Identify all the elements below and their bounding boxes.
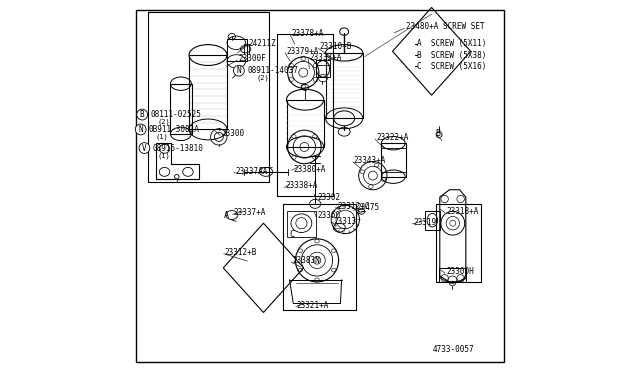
Text: 23337+A: 23337+A xyxy=(234,208,266,217)
Text: 23300H: 23300H xyxy=(447,267,474,276)
Bar xyxy=(189,55,227,129)
Text: 23343+A: 23343+A xyxy=(353,156,386,165)
Text: C  SCREW (5X16): C SCREW (5X16) xyxy=(417,62,487,71)
Text: 23319: 23319 xyxy=(413,218,437,227)
Text: 23333+A: 23333+A xyxy=(310,53,342,62)
Bar xyxy=(227,39,248,61)
Text: 23338+A: 23338+A xyxy=(285,182,318,190)
Text: (1): (1) xyxy=(156,134,168,140)
Text: 23322+A: 23322+A xyxy=(376,133,408,142)
Text: N: N xyxy=(138,125,143,134)
Text: A  SCREW (5X11): A SCREW (5X11) xyxy=(417,39,487,48)
Text: V: V xyxy=(142,144,147,153)
Text: 23475: 23475 xyxy=(356,203,380,212)
Bar xyxy=(425,211,440,230)
Text: (2): (2) xyxy=(257,74,269,81)
Text: (2): (2) xyxy=(157,119,170,125)
Bar xyxy=(381,143,406,177)
Bar xyxy=(287,100,324,147)
Bar xyxy=(316,60,330,77)
Text: 0B911-3081A: 0B911-3081A xyxy=(149,125,200,134)
Text: 23313: 23313 xyxy=(333,217,356,226)
Text: C: C xyxy=(290,230,294,239)
Bar xyxy=(277,34,333,196)
Text: 23300F: 23300F xyxy=(239,54,267,63)
Text: 23312+B: 23312+B xyxy=(225,248,257,257)
Text: A: A xyxy=(224,211,228,220)
Text: B: B xyxy=(436,129,441,138)
Text: 23378+A: 23378+A xyxy=(292,29,324,38)
Bar xyxy=(326,53,363,118)
Text: 23480+A SCREW SET: 23480+A SCREW SET xyxy=(406,22,484,31)
Text: 23310+B: 23310+B xyxy=(319,42,351,51)
Bar xyxy=(283,204,356,310)
Text: 23300: 23300 xyxy=(222,129,245,138)
Text: 23321+A: 23321+A xyxy=(297,301,330,310)
Text: 23337AA: 23337AA xyxy=(235,167,268,176)
Text: 23312+C: 23312+C xyxy=(337,202,369,211)
Text: 23302: 23302 xyxy=(318,193,341,202)
Text: B  SCREW (5X38): B SCREW (5X38) xyxy=(417,51,487,60)
Text: 23379+A: 23379+A xyxy=(287,47,319,56)
Bar xyxy=(287,211,316,237)
Text: 23383N: 23383N xyxy=(292,256,320,265)
Text: B: B xyxy=(140,110,145,119)
Bar xyxy=(170,84,191,134)
Text: 23318+A: 23318+A xyxy=(447,207,479,216)
Text: (1): (1) xyxy=(157,152,170,159)
Bar xyxy=(436,204,481,282)
Text: 24211Z: 24211Z xyxy=(248,39,276,48)
Bar xyxy=(148,12,269,182)
Text: 08915-13810: 08915-13810 xyxy=(152,144,204,153)
Text: 08111-02525: 08111-02525 xyxy=(150,110,201,119)
Text: 08911-14037: 08911-14037 xyxy=(247,66,298,75)
Text: N: N xyxy=(237,66,241,75)
Bar xyxy=(439,268,466,282)
Text: 4733-0057: 4733-0057 xyxy=(433,345,474,354)
Text: 23360: 23360 xyxy=(318,211,341,220)
Text: 23380+A: 23380+A xyxy=(293,165,326,174)
